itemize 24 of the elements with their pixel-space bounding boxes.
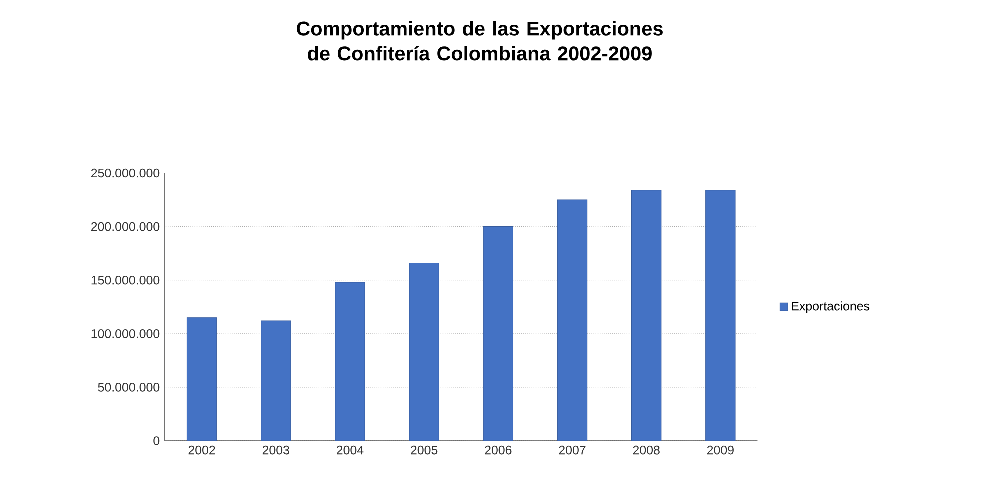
y-tick-label: 250.000.000 [91,168,160,178]
x-tick-label: 2008 [633,446,660,455]
y-tick-label: 150.000.000 [92,276,160,285]
bar [186,318,218,441]
bar [557,200,588,441]
y-tick-label: 200.000.000 [91,222,160,232]
y-tick-label: 0 [154,436,160,446]
bar [631,190,662,441]
y-tick-label: 50.000.000 [98,383,160,392]
bar [706,190,736,441]
x-tick-label: 2003 [262,446,290,455]
x-tick-label: 2004 [337,446,364,455]
x-tick-label: 2005 [411,446,438,455]
legend-label: Exportaciones [792,302,870,314]
chart-title: Comportamiento de las Exportaciones de Confitería Colombiana 2002-2009 [297,21,663,61]
bar [335,282,366,441]
x-tick-label: 2006 [485,446,512,455]
bar [409,262,440,441]
y-tick-label: 100.000.000 [92,329,160,338]
bar [261,320,292,441]
bar [483,226,514,441]
x-tick-label: 2002 [188,446,216,455]
x-tick-label: 2009 [707,446,734,455]
x-tick-label: 2007 [559,446,586,455]
